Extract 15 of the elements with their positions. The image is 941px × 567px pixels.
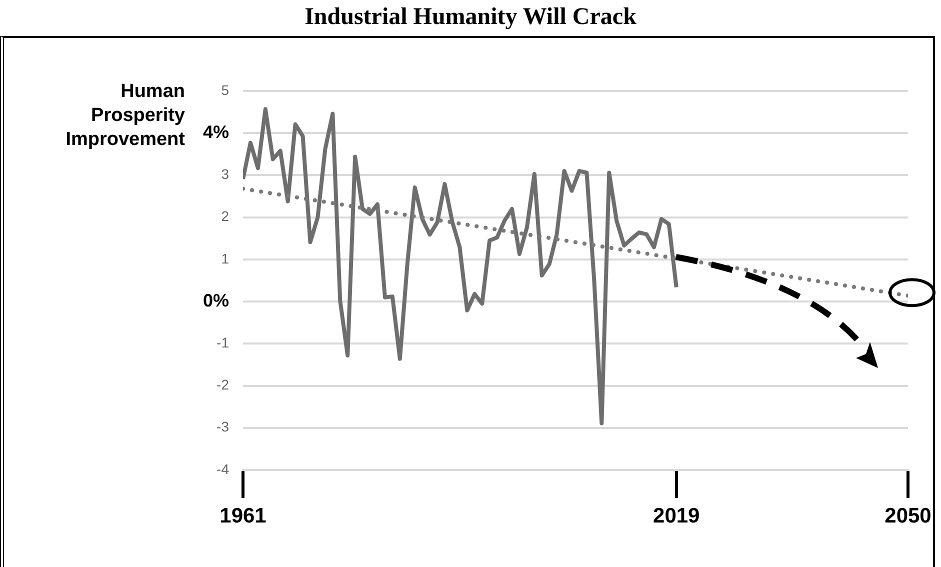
y-tick-label: -1 bbox=[216, 334, 230, 351]
y-tick-label: 1 bbox=[221, 250, 230, 266]
y-axis-title: Human Prosperity Improvement bbox=[64, 80, 185, 152]
y-tick-label: -3 bbox=[216, 418, 230, 435]
x-tick-label: 2019 bbox=[653, 504, 700, 528]
y-tick-label: -2 bbox=[216, 376, 230, 393]
chart-title: Industrial Humanity Will Crack bbox=[304, 4, 638, 31]
y-tick-label: 3 bbox=[221, 166, 230, 182]
x-tick-label: 1961 bbox=[220, 504, 267, 528]
y-tick-label: 2 bbox=[221, 208, 230, 224]
y-tick-label: 4% bbox=[202, 122, 229, 142]
y-tick-label: -4 bbox=[216, 460, 230, 477]
y-tick-label: 5 bbox=[221, 82, 230, 98]
y-tick-label: 0% bbox=[202, 290, 229, 311]
x-tick-label: 2050 bbox=[884, 504, 932, 528]
